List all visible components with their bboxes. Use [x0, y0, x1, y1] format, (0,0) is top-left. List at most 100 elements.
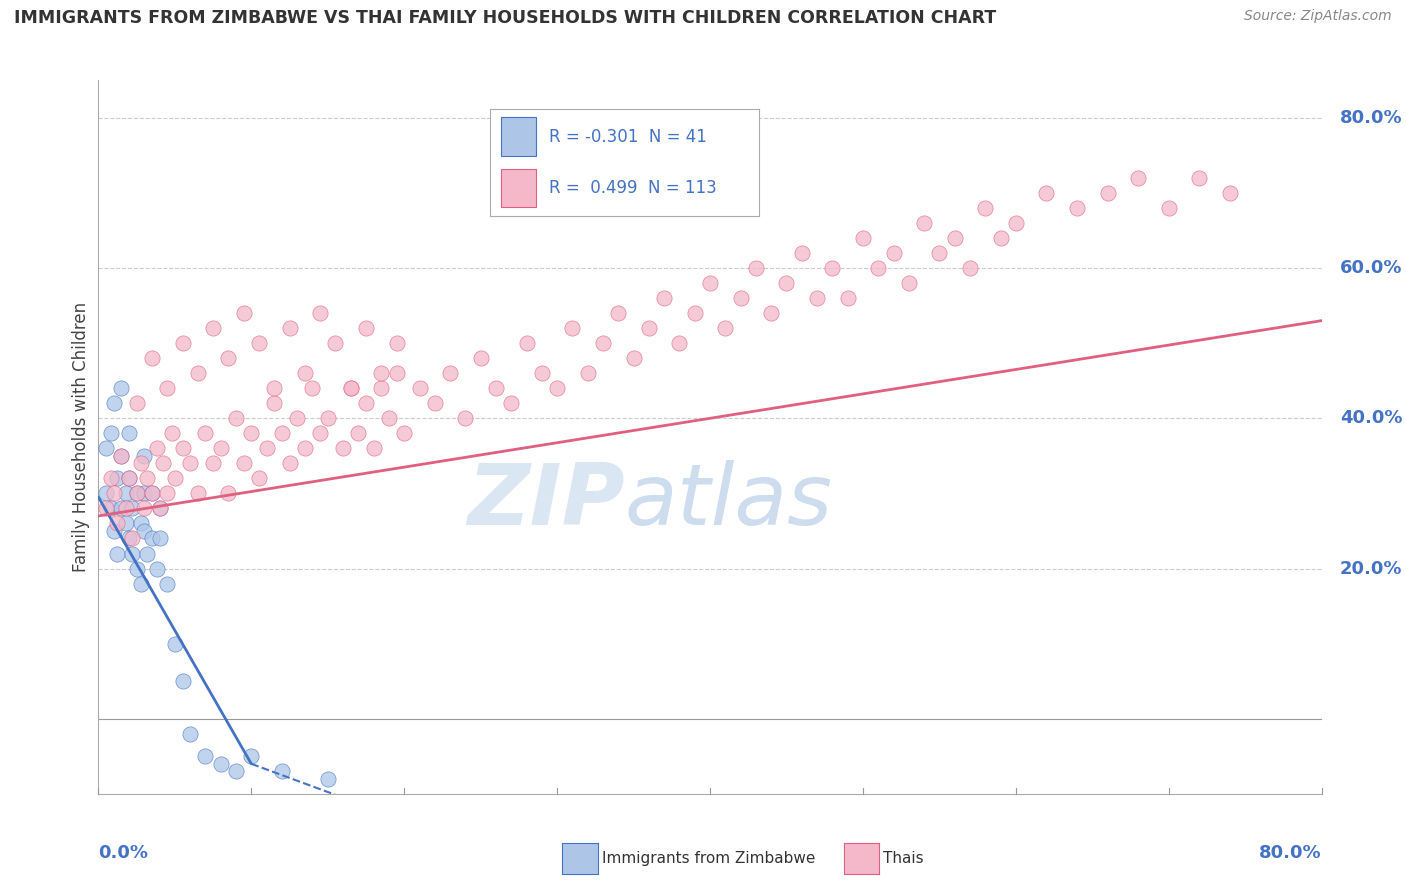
Point: [623, 351, 645, 366]
Point: [247, 336, 270, 351]
Point: [115, 501, 138, 516]
Point: [217, 351, 239, 366]
Text: 0.0%: 0.0%: [98, 844, 149, 862]
Point: [730, 291, 752, 305]
Point: [118, 471, 141, 485]
Point: [576, 366, 599, 380]
Point: [217, 486, 239, 500]
Point: [339, 381, 361, 395]
Point: [990, 231, 1012, 245]
Point: [129, 576, 152, 591]
Point: [100, 471, 122, 485]
Point: [309, 426, 332, 441]
Point: [423, 396, 446, 410]
Point: [928, 246, 950, 260]
Point: [129, 516, 152, 531]
Point: [339, 381, 361, 395]
Point: [294, 442, 316, 456]
Point: [209, 442, 232, 456]
Point: [118, 471, 141, 485]
Point: [94, 486, 117, 500]
Point: [94, 442, 117, 456]
Point: [897, 276, 920, 290]
Text: Immigrants from Zimbabwe: Immigrants from Zimbabwe: [602, 852, 815, 866]
Point: [94, 501, 117, 516]
Point: [263, 396, 285, 410]
Point: [485, 381, 508, 395]
Point: [118, 426, 141, 441]
Point: [141, 351, 163, 366]
Point: [530, 366, 553, 380]
Point: [637, 321, 661, 335]
Point: [278, 456, 301, 470]
Text: R =  0.499  N = 113: R = 0.499 N = 113: [550, 179, 717, 197]
Point: [1035, 186, 1057, 200]
Point: [110, 449, 132, 463]
Point: [152, 456, 174, 470]
Point: [172, 442, 194, 456]
Point: [110, 501, 132, 516]
Point: [561, 321, 583, 335]
Point: [134, 501, 156, 516]
Point: [668, 336, 690, 351]
Point: [959, 261, 981, 276]
Point: [145, 561, 167, 575]
Point: [232, 306, 254, 320]
Point: [332, 442, 354, 456]
Point: [370, 381, 392, 395]
Point: [103, 486, 125, 500]
Text: 40.0%: 40.0%: [1340, 409, 1403, 427]
Point: [110, 449, 132, 463]
Point: [1066, 201, 1088, 215]
Point: [775, 276, 797, 290]
Point: [105, 516, 128, 531]
Point: [136, 547, 159, 561]
Point: [347, 426, 370, 441]
Point: [172, 674, 194, 689]
Point: [121, 501, 143, 516]
Point: [714, 321, 737, 335]
Point: [501, 396, 523, 410]
Text: 80.0%: 80.0%: [1340, 109, 1403, 127]
Point: [149, 532, 172, 546]
Point: [125, 396, 148, 410]
Bar: [501, 118, 536, 156]
Point: [392, 426, 416, 441]
Point: [652, 291, 675, 305]
Point: [883, 246, 905, 260]
Point: [103, 524, 125, 538]
Point: [294, 366, 316, 380]
Point: [141, 486, 163, 500]
Point: [100, 426, 122, 441]
Point: [592, 336, 614, 351]
Point: [225, 411, 247, 425]
Point: [1157, 201, 1180, 215]
Point: [837, 291, 859, 305]
Point: [160, 426, 183, 441]
Point: [105, 471, 128, 485]
Point: [316, 411, 339, 425]
Point: [309, 306, 332, 320]
Point: [278, 321, 301, 335]
Point: [454, 411, 477, 425]
Point: [745, 261, 768, 276]
Point: [699, 276, 721, 290]
Point: [125, 561, 148, 575]
Point: [134, 524, 156, 538]
Point: [141, 486, 163, 500]
Point: [163, 637, 186, 651]
Point: [187, 366, 209, 380]
Point: [1004, 216, 1026, 230]
Text: R = -0.301  N = 41: R = -0.301 N = 41: [550, 128, 707, 145]
Bar: [501, 169, 536, 207]
Point: [759, 306, 782, 320]
Point: [439, 366, 461, 380]
Point: [408, 381, 430, 395]
Point: [129, 456, 152, 470]
Point: [974, 201, 997, 215]
Point: [470, 351, 492, 366]
Point: [354, 321, 377, 335]
Point: [202, 321, 225, 335]
Point: [209, 756, 232, 771]
Point: [115, 486, 138, 500]
